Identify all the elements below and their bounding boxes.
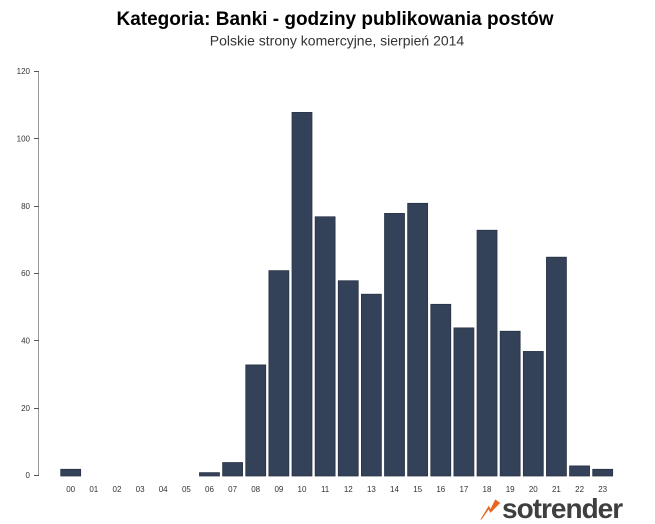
svg-text:19: 19 <box>506 485 515 494</box>
svg-text:03: 03 <box>136 485 145 494</box>
svg-text:16: 16 <box>436 485 445 494</box>
svg-text:21: 21 <box>552 485 561 494</box>
svg-text:80: 80 <box>21 202 30 211</box>
svg-text:11: 11 <box>321 485 330 494</box>
svg-text:07: 07 <box>228 485 237 494</box>
svg-text:20: 20 <box>529 485 538 494</box>
svg-text:10: 10 <box>298 485 307 494</box>
svg-text:18: 18 <box>483 485 492 494</box>
svg-text:20: 20 <box>21 404 30 413</box>
svg-text:02: 02 <box>113 485 122 494</box>
svg-text:60: 60 <box>21 269 30 278</box>
svg-text:17: 17 <box>459 485 468 494</box>
svg-text:Kategoria: Banki - godziny pub: Kategoria: Banki - godziny publikowania … <box>116 9 553 30</box>
svg-text:Polskie strony komercyjne, sie: Polskie strony komercyjne, sierpień 2014 <box>210 33 465 49</box>
svg-text:06: 06 <box>205 485 214 494</box>
svg-text:22: 22 <box>575 485 584 494</box>
svg-text:00: 00 <box>66 485 75 494</box>
svg-text:40: 40 <box>21 337 30 346</box>
svg-text:05: 05 <box>182 485 191 494</box>
svg-text:13: 13 <box>367 485 376 494</box>
svg-text:120: 120 <box>17 67 31 76</box>
svg-text:23: 23 <box>598 485 607 494</box>
svg-text:08: 08 <box>251 485 260 494</box>
svg-text:0: 0 <box>26 471 31 480</box>
svg-text:14: 14 <box>390 485 399 494</box>
svg-text:15: 15 <box>413 485 422 494</box>
svg-text:sotrender: sotrender <box>502 493 623 524</box>
svg-text:100: 100 <box>17 135 31 144</box>
svg-text:12: 12 <box>344 485 353 494</box>
svg-text:09: 09 <box>274 485 283 494</box>
svg-text:01: 01 <box>89 485 98 494</box>
svg-text:04: 04 <box>159 485 168 494</box>
